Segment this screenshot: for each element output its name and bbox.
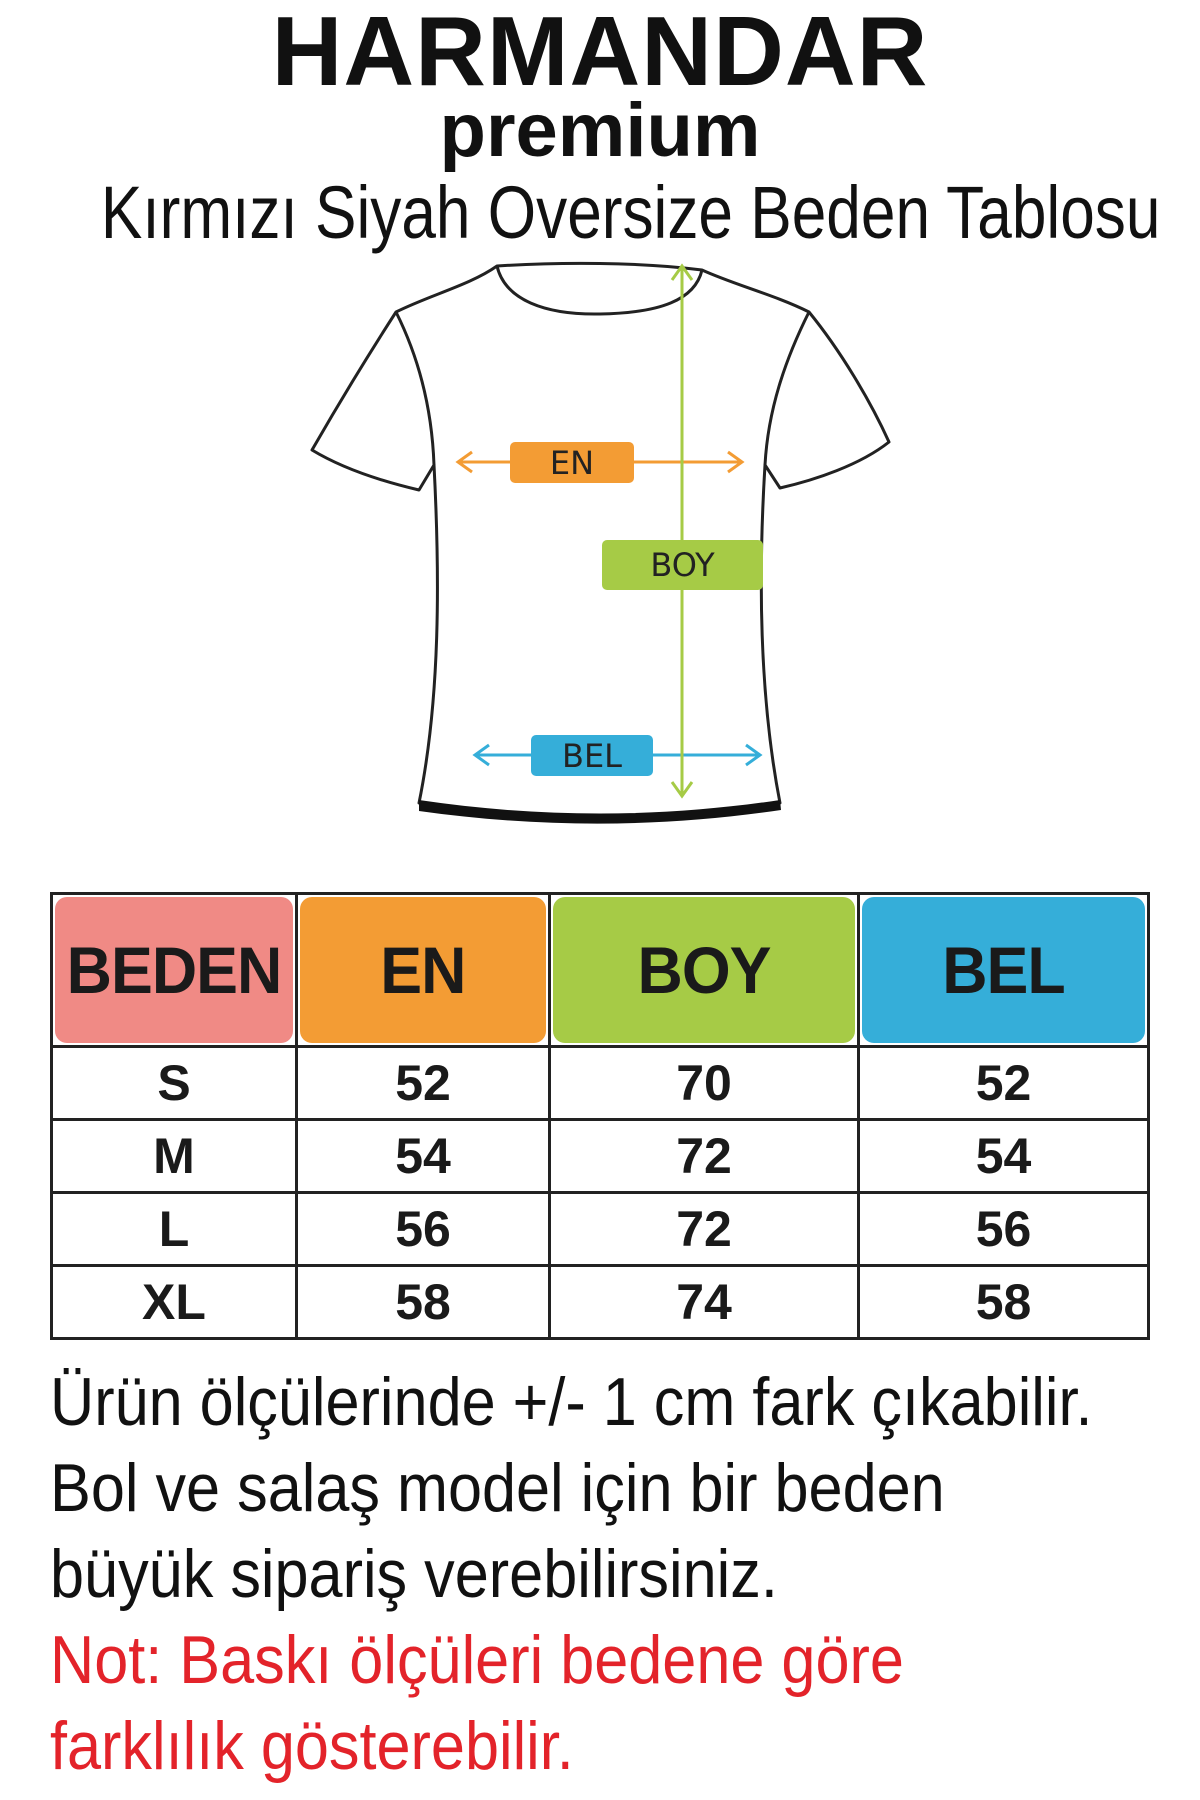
bel-measure-label: BEL — [531, 735, 653, 776]
en-cell: 54 — [295, 1118, 551, 1194]
t-shirt-icon — [310, 261, 891, 824]
en-measure-label: EN — [510, 442, 634, 483]
bel-cell: 58 — [857, 1264, 1150, 1340]
note-fit-advice-cont: büyük sipariş verebilirsiniz. — [50, 1536, 778, 1612]
header-label: EN — [380, 933, 466, 1007]
header-beden: BEDEN — [50, 892, 298, 1048]
en-cell: 52 — [295, 1045, 551, 1121]
bel-cell: 54 — [857, 1118, 1150, 1194]
table-row: M 54 72 54 — [50, 1118, 1150, 1194]
brand-tagline: premium — [439, 88, 761, 173]
size-cell: L — [50, 1191, 298, 1267]
page-title: Kırmızı Siyah Oversize Beden Tablosu — [100, 171, 1161, 254]
note-print-warning-cont: farklılık gösterebilir. — [50, 1708, 574, 1784]
boy-cell: 70 — [548, 1045, 860, 1121]
bel-cell: 52 — [857, 1045, 1150, 1121]
note-tolerance: Ürün ölçülerinde +/- 1 cm fark çıkabilir… — [50, 1364, 1093, 1440]
en-cell: 58 — [295, 1264, 551, 1340]
bel-cell: 56 — [857, 1191, 1150, 1267]
en-cell: 56 — [295, 1191, 551, 1267]
note-fit-advice: Bol ve salaş model için bir beden — [50, 1450, 945, 1526]
table-row: S 52 70 52 — [50, 1045, 1150, 1121]
header-label: BEDEN — [66, 933, 283, 1007]
size-cell: S — [50, 1045, 298, 1121]
table-row: L 56 72 56 — [50, 1191, 1150, 1267]
boy-cell: 74 — [548, 1264, 860, 1340]
note-print-warning: Not: Baskı ölçüleri bedene göre — [50, 1622, 904, 1698]
size-table: BEDEN EN BOY BEL S 52 70 52 M 54 72 54 L 56 72 56 XL… — [50, 892, 1150, 1340]
header-boy: BOY — [548, 892, 860, 1048]
size-cell: XL — [50, 1264, 298, 1340]
brand-logo: HARMANDAR — [271, 0, 929, 106]
table-row: XL 58 74 58 — [50, 1264, 1150, 1340]
boy-cell: 72 — [548, 1191, 860, 1267]
header-label: BEL — [942, 933, 1066, 1007]
boy-arrow — [670, 263, 694, 799]
boy-measure-label: BOY — [602, 540, 763, 590]
boy-cell: 72 — [548, 1118, 860, 1194]
size-cell: M — [50, 1118, 298, 1194]
table-header-row: BEDEN EN BOY BEL — [50, 892, 1150, 1048]
header-label: BOY — [637, 933, 771, 1007]
header-bel: BEL — [857, 892, 1150, 1048]
header-en: EN — [295, 892, 551, 1048]
